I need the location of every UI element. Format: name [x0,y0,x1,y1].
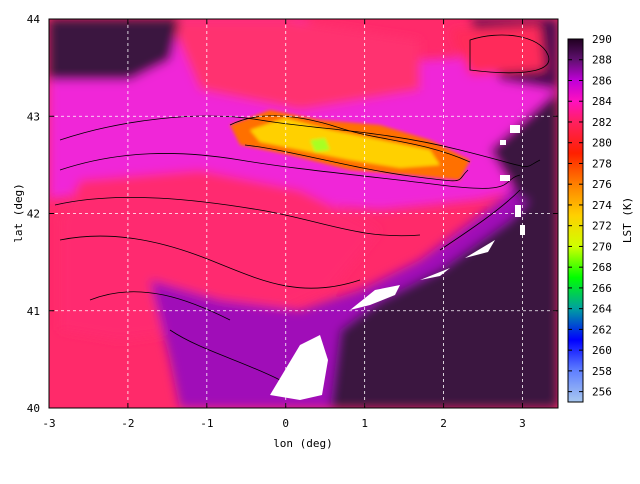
colorbar-tick-label: 270 [592,240,612,253]
colorbar-tick-label: 260 [592,344,612,357]
colorbar-tick-label: 274 [592,199,612,212]
colorbar-tick-label: 284 [592,95,612,108]
y-axis-label: lat (deg) [12,183,25,243]
colorbar-label: LST (K) [621,197,634,243]
colorbar-gradient [567,38,584,403]
x-tick-label: 1 [361,417,368,430]
y-tick-label: 40 [27,402,40,415]
colorbar-tick-label: 278 [592,157,612,170]
lst-field [49,19,558,408]
contour-line [59,153,521,189]
contour-line [469,34,550,74]
x-tick-label: -1 [200,417,213,430]
contour-line [169,329,281,381]
contour-line [59,115,541,167]
region-warm-patch [170,20,420,110]
x-tick-label: 0 [282,417,289,430]
x-tick-label: 2 [440,417,447,430]
contours [54,34,550,381]
colorbar-tick-label: 258 [592,365,612,378]
cold-band [230,110,470,180]
colorbar-tick-label: 288 [592,54,612,67]
missing-patch [465,240,495,258]
contour-line [89,291,231,321]
missing-patch [510,125,520,133]
y-axis: 40 41 42 43 44 [27,13,558,415]
colorbar-tick-label: 290 [592,33,612,46]
colorbar-tick-label: 266 [592,282,612,295]
region-ne-warm [450,25,545,75]
colorbar-tick-label: 286 [592,74,612,87]
contour-line [59,235,361,289]
x-tick-label: -3 [42,417,55,430]
region-nw-corner [49,19,180,80]
colorbar-tick-label: 256 [592,386,612,399]
colorbar-tick-label: 268 [592,261,612,274]
contour-line [54,197,421,237]
colorbar-tick-label: 262 [592,323,612,336]
colorbar-tick-label: 272 [592,220,612,233]
y-tick-label: 44 [27,13,41,26]
y-tick-label: 43 [27,110,40,123]
contour-line [244,144,469,182]
region-sea-northeast [490,90,558,200]
region-sea [330,170,558,408]
cold-band-green [310,138,330,152]
y-tick-label: 42 [27,208,40,221]
x-axis: -3 -2 -1 0 1 2 3 [42,19,526,430]
missing-data [270,125,525,400]
x-tick-label: -2 [121,417,134,430]
colorbar: 290 288 286 284 282 280 278 276 274 272 270 268 266 2… [567,33,634,403]
missing-patch [515,205,521,217]
colorbar-tick-label: 276 [592,178,612,191]
colorbar-tick-label: 264 [592,303,612,316]
missing-patch [500,140,506,145]
x-axis-label: lon (deg) [273,437,333,450]
colorbar-tick-label: 282 [592,116,612,129]
x-tick-label: 3 [519,417,526,430]
missing-patch [350,285,400,310]
colorbar-ticks: 290 288 286 284 282 280 278 276 274 272 270 268 266 2… [568,33,612,399]
colorbar-tick-label: 280 [592,137,612,150]
grid-lines [49,19,558,408]
missing-patch [270,335,328,400]
missing-patch [420,268,450,280]
region-interior-pink [60,170,380,340]
missing-patch [500,175,510,181]
contour-line [439,189,521,251]
y-tick-label: 41 [27,305,40,318]
cold-band-yellow [250,118,440,168]
